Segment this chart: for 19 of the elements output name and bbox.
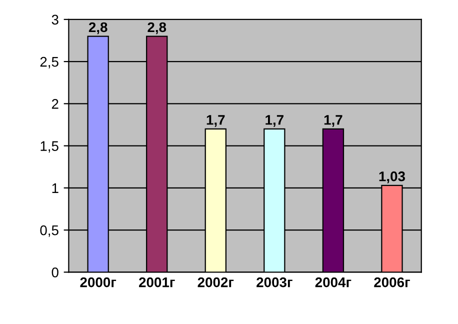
x-tick-label: 2001г — [139, 277, 175, 288]
y-tick-label: 1 — [52, 183, 58, 193]
y-tick-label: 1,5 — [40, 141, 58, 153]
data-label: 2,8 — [88, 22, 108, 34]
x-tick-label: 2004г — [315, 277, 352, 288]
data-label: 1,7 — [266, 115, 284, 127]
y-tick-label: 2 — [52, 99, 58, 109]
data-label: 1,7 — [206, 115, 225, 127]
data-label: 1,7 — [324, 115, 342, 127]
y-tick-label: 0,5 — [40, 225, 58, 237]
y-tick-label: 0 — [52, 267, 58, 278]
y-tick-label: 2,5 — [40, 56, 58, 68]
data-label: 1,03 — [379, 171, 405, 184]
x-tick-label: 2006г — [374, 277, 410, 288]
x-tick-label: 2000г — [80, 277, 116, 288]
x-tick-label: 2002г — [198, 277, 234, 288]
data-label: 2,8 — [148, 22, 166, 34]
x-tick-label: 2003г — [256, 277, 292, 288]
y-tick-label: 3 — [52, 14, 58, 25]
